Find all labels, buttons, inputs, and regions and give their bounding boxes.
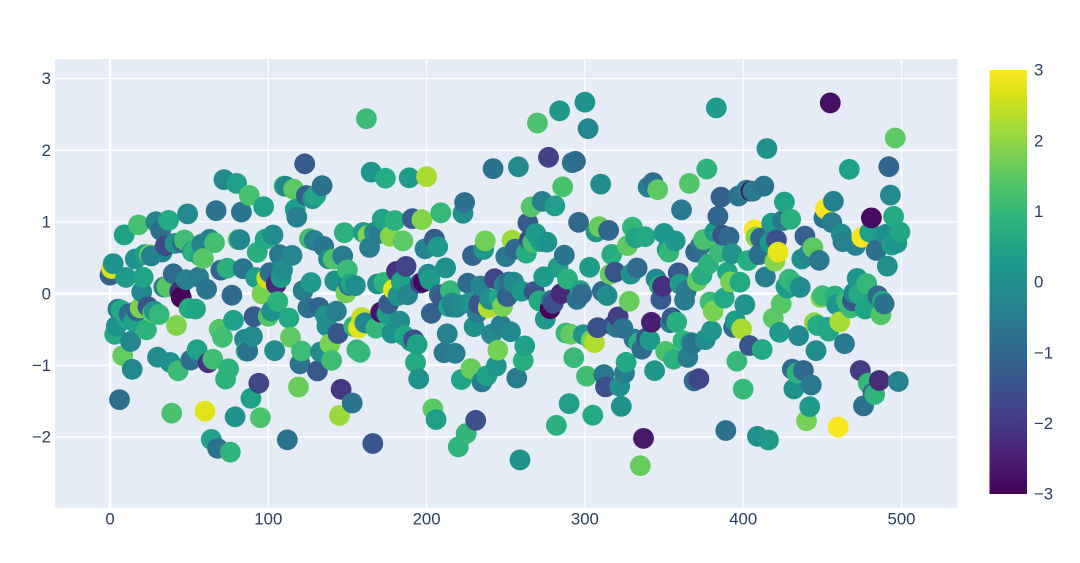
svg-text:0: 0 [1034, 273, 1043, 292]
svg-text:400: 400 [729, 509, 757, 528]
svg-text:300: 300 [571, 509, 599, 528]
svg-text:−1: −1 [32, 356, 51, 375]
svg-text:3: 3 [42, 69, 51, 88]
svg-text:2: 2 [42, 141, 51, 160]
svg-text:−2: −2 [1034, 414, 1053, 433]
svg-text:−3: −3 [1034, 485, 1053, 504]
svg-text:1: 1 [1034, 202, 1043, 221]
svg-text:1: 1 [42, 213, 51, 232]
svg-text:−1: −1 [1034, 343, 1053, 362]
svg-text:3: 3 [1034, 61, 1043, 80]
svg-text:2: 2 [1034, 131, 1043, 150]
svg-text:0: 0 [42, 284, 51, 303]
svg-text:−2: −2 [32, 428, 51, 447]
svg-text:200: 200 [413, 509, 441, 528]
svg-text:0: 0 [105, 509, 114, 528]
svg-text:500: 500 [888, 509, 916, 528]
svg-text:100: 100 [254, 509, 282, 528]
